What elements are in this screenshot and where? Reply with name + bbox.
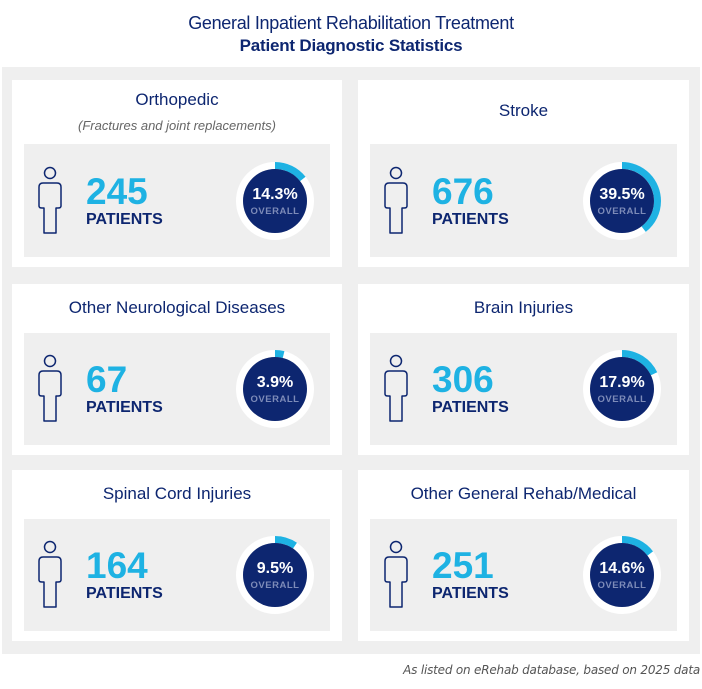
person-outline-icon — [38, 354, 62, 422]
card-orthopedic: Orthopedic (Fractures and joint replacem… — [12, 80, 342, 267]
card-spinal-cord-injuries: Spinal Cord Injuries 164 PATIENTS 9.5% O… — [12, 470, 342, 641]
stat-box: 306 PATIENTS 17.9% OVERALL — [370, 333, 677, 445]
percent-donut: 17.9% OVERALL — [583, 350, 661, 428]
percent-donut: 9.5% OVERALL — [236, 536, 314, 614]
page-subtitle: Patient Diagnostic Statistics — [239, 36, 463, 55]
percent-value: 9.5% — [256, 560, 294, 577]
percent-donut: 39.5% OVERALL — [583, 161, 661, 240]
overall-label: OVERALL — [250, 394, 300, 405]
patient-count: 245 — [86, 170, 148, 212]
patients-label: PATIENTS — [86, 399, 163, 416]
overall-label: OVERALL — [597, 580, 647, 591]
stat-box: 67 PATIENTS 3.9% OVERALL — [24, 333, 330, 445]
percent-donut: 14.3% OVERALL — [236, 161, 314, 240]
percent-donut: 14.6% OVERALL — [583, 536, 661, 614]
percent-value: 14.3% — [252, 185, 298, 203]
percent-donut: 3.9% OVERALL — [236, 350, 314, 428]
overall-label: OVERALL — [250, 205, 300, 217]
card-title: Other General Rehab/Medical — [410, 484, 637, 503]
card-title: Stroke — [498, 101, 549, 120]
percent-value: 39.5% — [599, 185, 645, 203]
patients-label: PATIENTS — [432, 399, 509, 416]
patient-count: 306 — [432, 359, 494, 400]
card-other-neurological-diseases: Other Neurological Diseases 67 PATIENTS … — [12, 284, 342, 455]
patient-count: 676 — [432, 170, 494, 212]
card-brain-injuries: Brain Injuries 306 PATIENTS 17.9% OVERAL… — [358, 284, 689, 455]
card-other-general-rehab-medical: Other General Rehab/Medical 251 PATIENTS… — [358, 470, 689, 641]
patients-label: PATIENTS — [86, 210, 163, 228]
overall-label: OVERALL — [597, 394, 647, 405]
page-title: General Inpatient Rehabilitation Treatme… — [188, 13, 514, 33]
patients-label: PATIENTS — [432, 585, 509, 602]
patient-count: 67 — [86, 359, 128, 400]
card-stroke: Stroke 676 PATIENTS 39.5% OVERALL — [358, 80, 689, 267]
patient-count: 251 — [432, 545, 494, 586]
overall-label: OVERALL — [250, 580, 300, 591]
percent-value: 14.6% — [599, 560, 645, 577]
footer-note: As listed on eRehab database, based on 2… — [403, 663, 700, 677]
person-outline-icon — [384, 354, 408, 422]
person-outline-icon — [38, 166, 62, 234]
percent-value: 17.9% — [599, 374, 645, 391]
person-outline-icon — [38, 540, 62, 608]
patient-count: 164 — [86, 545, 148, 586]
patients-label: PATIENTS — [432, 210, 509, 228]
overall-label: OVERALL — [597, 205, 647, 217]
patients-label: PATIENTS — [86, 585, 163, 602]
card-title: Orthopedic — [135, 90, 219, 109]
card-title: Brain Injuries — [473, 298, 574, 317]
person-outline-icon — [384, 166, 408, 234]
stat-box: 164 PATIENTS 9.5% OVERALL — [24, 519, 330, 631]
stat-box: 245 PATIENTS 14.3% OVERALL — [24, 144, 330, 257]
person-outline-icon — [384, 540, 408, 608]
header: General Inpatient Rehabilitation Treatme… — [0, 0, 702, 67]
card-title: Other Neurological Diseases — [68, 298, 286, 317]
card-title: Spinal Cord Injuries — [102, 484, 252, 503]
percent-value: 3.9% — [256, 374, 294, 391]
card-subtitle: (Fractures and joint replacements) — [78, 118, 276, 133]
stat-box: 251 PATIENTS 14.6% OVERALL — [370, 519, 677, 631]
stat-box: 676 PATIENTS 39.5% OVERALL — [370, 144, 677, 257]
